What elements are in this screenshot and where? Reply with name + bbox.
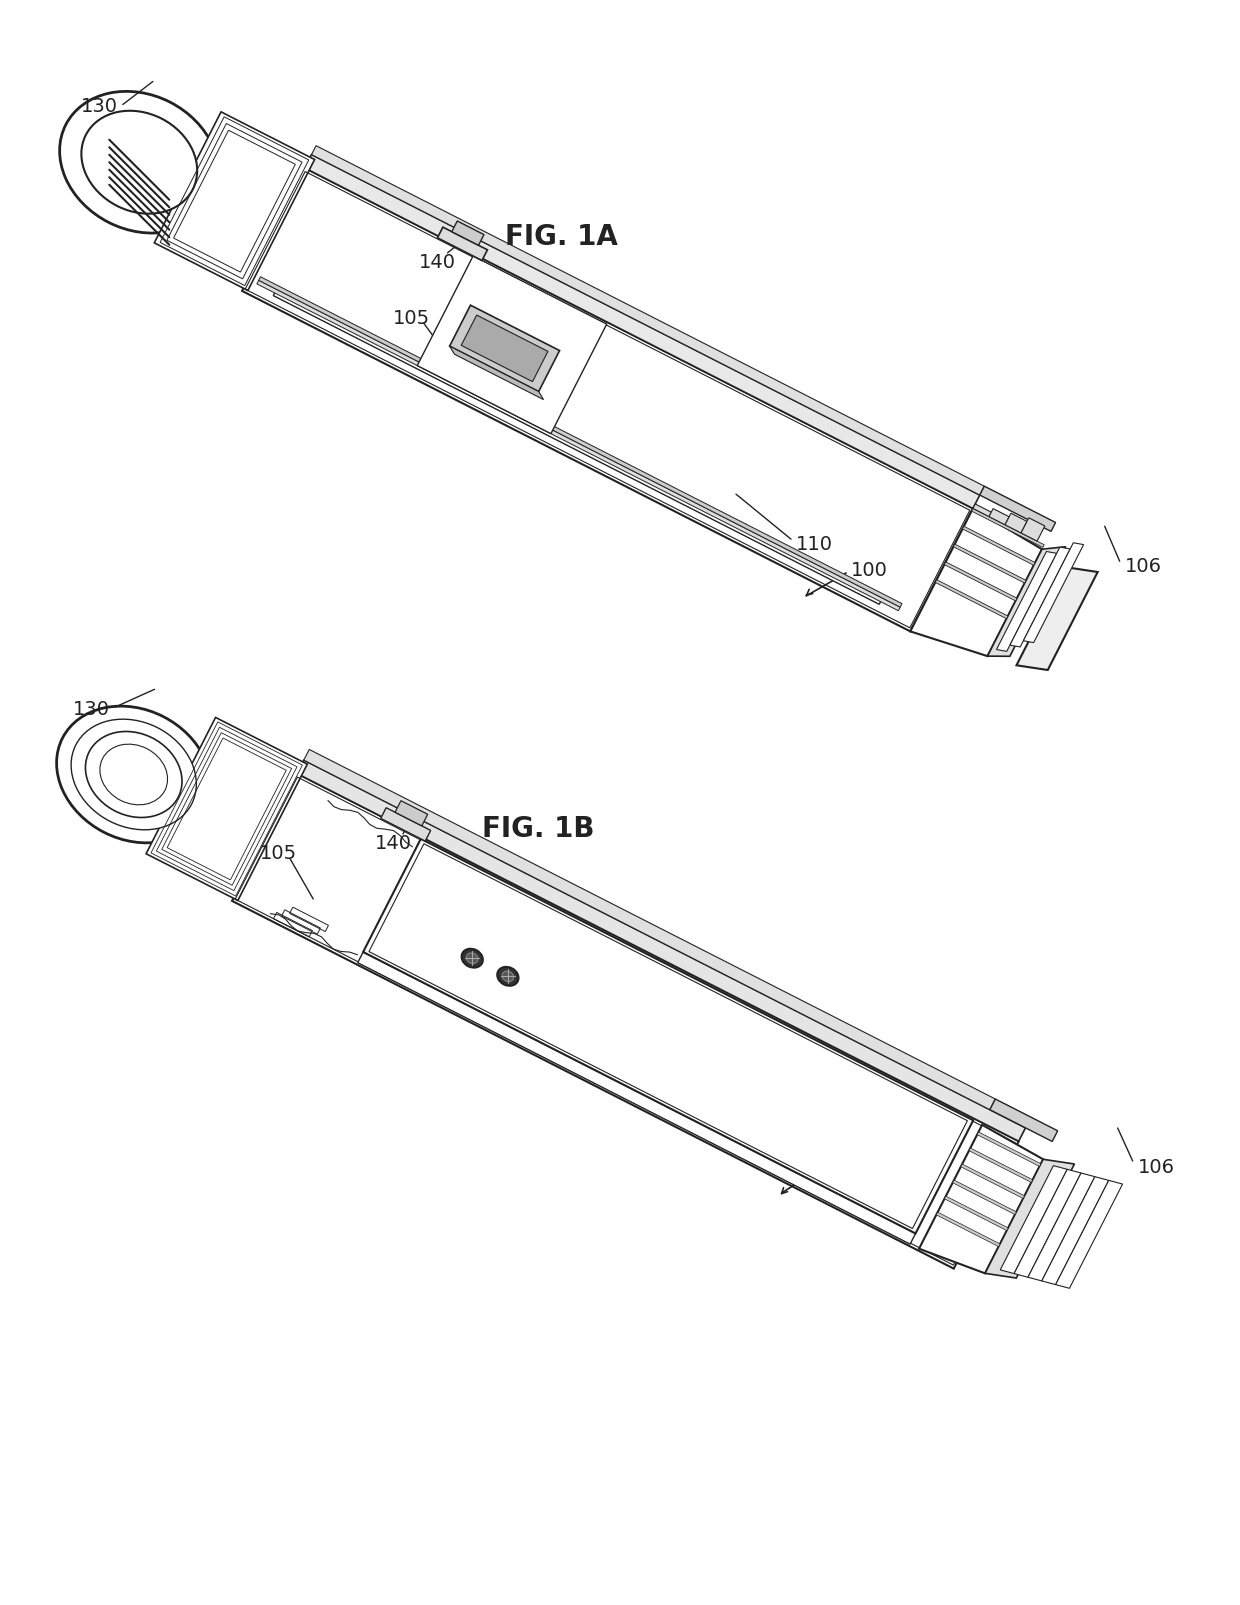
Ellipse shape <box>71 719 196 830</box>
Polygon shape <box>1042 1176 1109 1284</box>
Polygon shape <box>968 1148 1033 1183</box>
Polygon shape <box>945 1196 1008 1231</box>
Ellipse shape <box>82 111 197 213</box>
Text: 106: 106 <box>1125 557 1162 576</box>
Ellipse shape <box>60 91 219 233</box>
Polygon shape <box>990 1099 1058 1141</box>
Polygon shape <box>973 504 991 517</box>
Polygon shape <box>980 486 1055 531</box>
Ellipse shape <box>100 745 167 804</box>
Polygon shape <box>1006 514 1027 533</box>
Polygon shape <box>987 547 1065 656</box>
Polygon shape <box>259 276 901 607</box>
Polygon shape <box>146 717 308 900</box>
Polygon shape <box>438 228 487 260</box>
Text: 105: 105 <box>393 308 430 327</box>
Polygon shape <box>985 1159 1074 1278</box>
Ellipse shape <box>461 949 482 968</box>
Polygon shape <box>357 952 915 1244</box>
Polygon shape <box>997 552 1056 652</box>
Text: 100: 100 <box>851 562 888 581</box>
Text: 105: 105 <box>259 844 296 863</box>
Polygon shape <box>242 169 973 631</box>
Polygon shape <box>961 1164 1024 1199</box>
Text: 130: 130 <box>81 96 118 116</box>
Polygon shape <box>962 526 1035 565</box>
Ellipse shape <box>466 953 479 963</box>
Polygon shape <box>1028 1173 1095 1281</box>
Polygon shape <box>363 839 973 1234</box>
Polygon shape <box>451 221 484 246</box>
Text: 140: 140 <box>374 835 412 854</box>
Polygon shape <box>396 801 428 827</box>
Ellipse shape <box>57 706 211 843</box>
Polygon shape <box>154 112 315 291</box>
Polygon shape <box>954 544 1025 583</box>
Polygon shape <box>311 146 985 494</box>
Polygon shape <box>1017 567 1097 669</box>
Polygon shape <box>381 807 430 841</box>
Polygon shape <box>945 562 1017 600</box>
Polygon shape <box>461 315 548 382</box>
Text: 140: 140 <box>419 254 456 273</box>
Polygon shape <box>977 1132 1040 1167</box>
Polygon shape <box>296 761 1025 1141</box>
Polygon shape <box>450 305 559 392</box>
Text: FIG. 1A: FIG. 1A <box>505 223 618 250</box>
Polygon shape <box>273 287 884 605</box>
Polygon shape <box>972 509 1044 547</box>
Ellipse shape <box>502 971 513 982</box>
Polygon shape <box>1023 542 1084 642</box>
Polygon shape <box>919 1125 1043 1273</box>
Polygon shape <box>305 154 980 509</box>
Polygon shape <box>1001 1165 1068 1273</box>
Polygon shape <box>1014 1170 1081 1278</box>
Polygon shape <box>990 509 1009 525</box>
Polygon shape <box>935 579 1008 618</box>
Text: FIG. 1B: FIG. 1B <box>482 815 594 843</box>
Polygon shape <box>910 509 1042 656</box>
Text: 110: 110 <box>796 534 833 554</box>
Polygon shape <box>304 750 996 1109</box>
Polygon shape <box>952 1180 1017 1215</box>
Polygon shape <box>1021 518 1045 541</box>
Polygon shape <box>417 255 606 433</box>
Polygon shape <box>936 1212 999 1247</box>
Polygon shape <box>257 281 900 612</box>
Text: 130: 130 <box>73 700 109 719</box>
Ellipse shape <box>497 966 518 985</box>
Polygon shape <box>1009 547 1070 647</box>
Polygon shape <box>450 347 543 400</box>
Text: 106: 106 <box>1137 1159 1174 1178</box>
Ellipse shape <box>86 732 182 817</box>
Polygon shape <box>232 774 1019 1268</box>
Polygon shape <box>1055 1180 1122 1289</box>
Text: 100: 100 <box>833 1152 870 1172</box>
